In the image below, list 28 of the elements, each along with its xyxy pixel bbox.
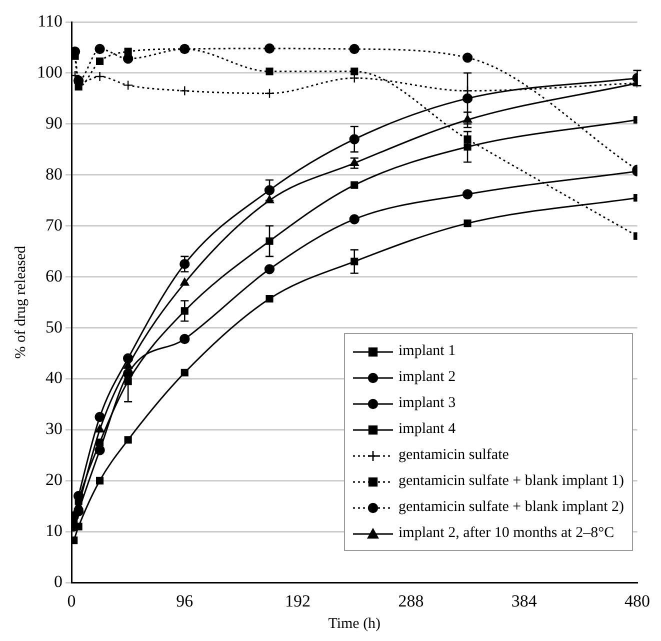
x-axis-title: Time (h): [328, 616, 381, 632]
legend-label: implant 4: [398, 421, 456, 437]
legend-label: gentamicin sulfate: [398, 447, 509, 463]
y-tick-label: 60: [46, 266, 62, 286]
x-tick-label: 384: [511, 591, 538, 610]
y-tick-label: 110: [38, 11, 62, 30]
x-tick-label: 288: [398, 591, 424, 610]
legend-label: implant 1: [398, 343, 456, 359]
legend-label: implant 2: [398, 369, 456, 385]
y-tick-label: 100: [37, 62, 62, 82]
y-axis-title: % of drug released: [12, 245, 29, 359]
y-tick-label: 80: [46, 164, 62, 184]
y-tick-label: 40: [46, 368, 62, 388]
x-tick-label: 480: [624, 591, 650, 610]
legend-label: implant 3: [398, 395, 456, 411]
legend-label: gentamicin sulfate + blank implant 1): [398, 473, 624, 489]
x-tick-label: 0: [67, 591, 76, 610]
x-tick-label: 96: [176, 591, 194, 610]
y-tick-label: 90: [46, 113, 62, 132]
y-tick-label: 70: [46, 215, 62, 234]
legend-label: implant 2, after 10 months at 2–8°C: [398, 525, 614, 541]
y-tick-label: 30: [46, 419, 62, 438]
legend-label: gentamicin sulfate + blank implant 2): [398, 499, 624, 515]
y-tick-label: 50: [46, 317, 62, 336]
y-tick-label: 20: [46, 470, 62, 490]
y-tick-label: 0: [54, 572, 62, 592]
x-tick-label: 192: [285, 591, 311, 610]
y-tick-label: 10: [46, 521, 62, 540]
